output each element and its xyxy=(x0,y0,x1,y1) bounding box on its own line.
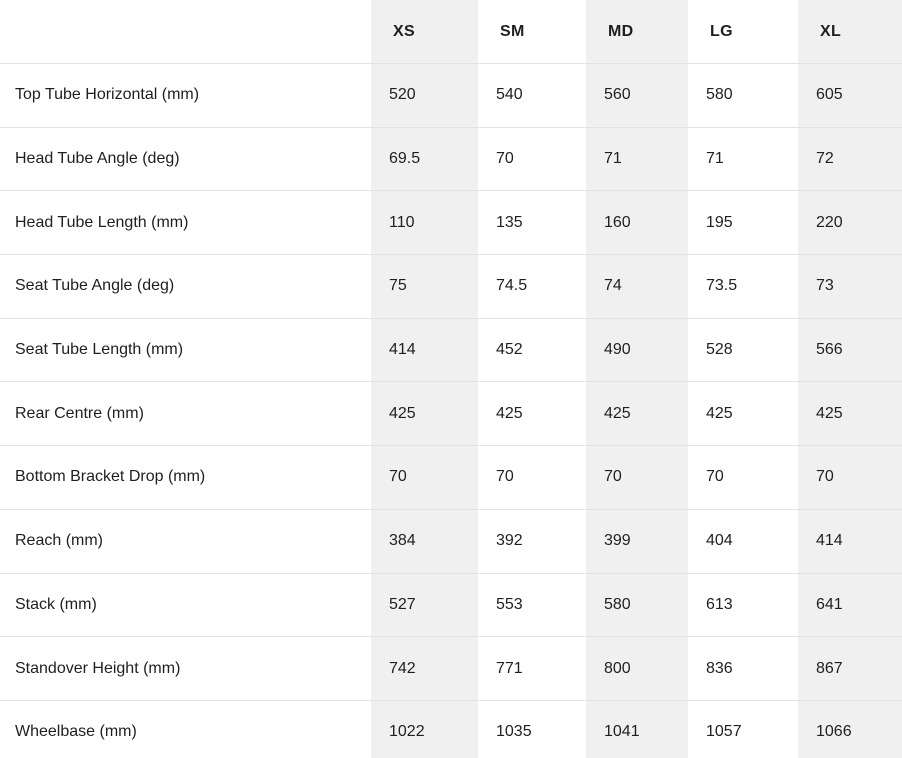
row-label: Top Tube Horizontal (mm) xyxy=(0,64,371,128)
cell-value: 527 xyxy=(371,573,478,638)
cell-value: 135 xyxy=(478,191,586,256)
cell-value: 399 xyxy=(586,509,688,574)
cell-value: 70 xyxy=(688,446,798,510)
cell-value: 425 xyxy=(798,382,902,447)
cell-value: 72 xyxy=(798,127,902,192)
cell-value: 414 xyxy=(798,509,902,574)
cell-value: 73 xyxy=(798,255,902,319)
cell-value: 836 xyxy=(688,637,798,701)
cell-value: 71 xyxy=(688,128,798,192)
cell-value: 70 xyxy=(586,446,688,510)
cell-value: 70 xyxy=(798,446,902,510)
cell-value: 70 xyxy=(371,446,478,510)
column-header-md: MD xyxy=(586,0,688,64)
row-label: Seat Tube Length (mm) xyxy=(0,319,371,383)
cell-value: 425 xyxy=(586,382,688,447)
column-header-sm: SM xyxy=(478,0,586,64)
column-header-xs: XS xyxy=(371,0,478,64)
cell-value: 742 xyxy=(371,637,478,701)
cell-value: 490 xyxy=(586,318,688,383)
cell-value: 613 xyxy=(688,574,798,638)
cell-value: 160 xyxy=(586,191,688,256)
cell-value: 75 xyxy=(371,255,478,319)
header-empty-cell xyxy=(0,0,371,64)
cell-value: 528 xyxy=(688,319,798,383)
cell-value: 425 xyxy=(688,382,798,447)
cell-value: 771 xyxy=(478,637,586,701)
column-header-xl: XL xyxy=(798,0,902,64)
column-header-lg: LG xyxy=(688,0,798,64)
cell-value: 71 xyxy=(586,127,688,192)
row-label: Bottom Bracket Drop (mm) xyxy=(0,446,371,510)
cell-value: 580 xyxy=(688,64,798,128)
cell-value: 1057 xyxy=(688,701,798,758)
row-label: Head Tube Length (mm) xyxy=(0,191,371,256)
cell-value: 392 xyxy=(478,510,586,574)
cell-value: 800 xyxy=(586,637,688,701)
cell-value: 384 xyxy=(371,509,478,574)
cell-value: 425 xyxy=(478,382,586,447)
cell-value: 560 xyxy=(586,64,688,128)
cell-value: 452 xyxy=(478,319,586,383)
row-label: Stack (mm) xyxy=(0,574,371,638)
cell-value: 580 xyxy=(586,573,688,638)
cell-value: 1035 xyxy=(478,701,586,758)
cell-value: 69.5 xyxy=(371,127,478,192)
cell-value: 1066 xyxy=(798,700,902,758)
cell-value: 553 xyxy=(478,574,586,638)
cell-value: 425 xyxy=(371,382,478,447)
cell-value: 74.5 xyxy=(478,255,586,319)
cell-value: 220 xyxy=(798,191,902,256)
cell-value: 74 xyxy=(586,255,688,319)
cell-value: 110 xyxy=(371,191,478,256)
row-label: Rear Centre (mm) xyxy=(0,382,371,447)
cell-value: 605 xyxy=(798,64,902,128)
row-label: Wheelbase (mm) xyxy=(0,701,371,758)
row-label: Head Tube Angle (deg) xyxy=(0,128,371,192)
cell-value: 1041 xyxy=(586,700,688,758)
cell-value: 195 xyxy=(688,191,798,256)
row-label: Seat Tube Angle (deg) xyxy=(0,255,371,319)
cell-value: 1022 xyxy=(371,700,478,758)
cell-value: 73.5 xyxy=(688,255,798,319)
cell-value: 566 xyxy=(798,318,902,383)
cell-value: 540 xyxy=(478,64,586,128)
row-label: Standover Height (mm) xyxy=(0,637,371,701)
cell-value: 867 xyxy=(798,637,902,701)
cell-value: 414 xyxy=(371,318,478,383)
cell-value: 641 xyxy=(798,573,902,638)
cell-value: 70 xyxy=(478,128,586,192)
row-label: Reach (mm) xyxy=(0,510,371,574)
cell-value: 404 xyxy=(688,510,798,574)
cell-value: 70 xyxy=(478,446,586,510)
cell-value: 520 xyxy=(371,64,478,128)
